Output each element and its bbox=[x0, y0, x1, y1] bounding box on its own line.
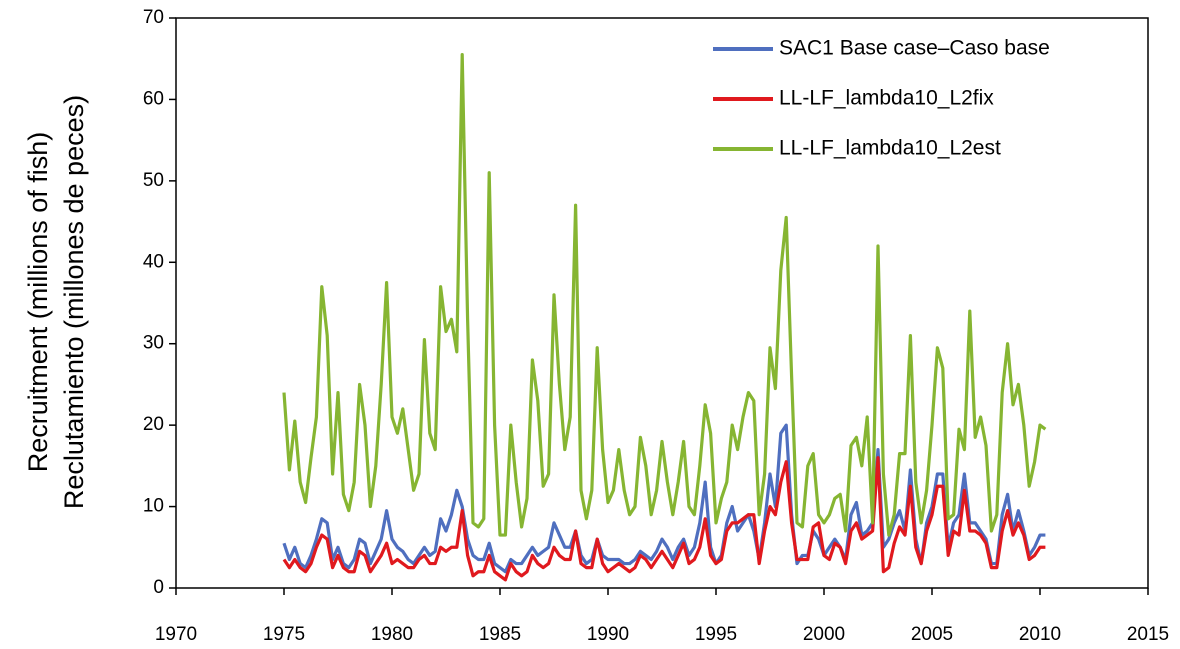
y-axis-title: Recruitment (millions of fish) bbox=[23, 132, 53, 473]
plot-frame bbox=[175, 17, 1149, 589]
x-tick-label: 1975 bbox=[263, 624, 305, 645]
x-tick-label: 2000 bbox=[803, 624, 845, 645]
x-tick-label: 2010 bbox=[1019, 624, 1061, 645]
x-tick-label: 1970 bbox=[155, 624, 197, 645]
y-tick-label: 0 bbox=[153, 577, 164, 598]
y-tick-label: 70 bbox=[143, 7, 164, 28]
series-line bbox=[282, 456, 1046, 582]
x-tick-label: 1980 bbox=[371, 624, 413, 645]
x-tick-label: 1995 bbox=[695, 624, 737, 645]
y-tick-label: 30 bbox=[143, 333, 164, 354]
y-tick-label: 40 bbox=[143, 251, 164, 272]
legend-label: SAC1 Base case–Caso base bbox=[779, 37, 1050, 60]
y-tick-label: 10 bbox=[143, 496, 164, 517]
x-tick-label: 2015 bbox=[1127, 624, 1169, 645]
legend-label: LL-LF_lambda10_L2est bbox=[779, 137, 1001, 160]
x-tick-label: 1990 bbox=[587, 624, 629, 645]
y-tick-label: 20 bbox=[143, 414, 164, 435]
y-tick-label: 50 bbox=[143, 170, 164, 191]
legend-label: LL-LF_lambda10_L2fix bbox=[779, 87, 994, 110]
x-tick-label: 1985 bbox=[479, 624, 521, 645]
y-axis-title: Reclutamiento (millones de peces) bbox=[59, 95, 89, 509]
x-tick-label: 2005 bbox=[911, 624, 953, 645]
series-line bbox=[282, 53, 1047, 537]
y-tick-label: 60 bbox=[143, 88, 164, 109]
